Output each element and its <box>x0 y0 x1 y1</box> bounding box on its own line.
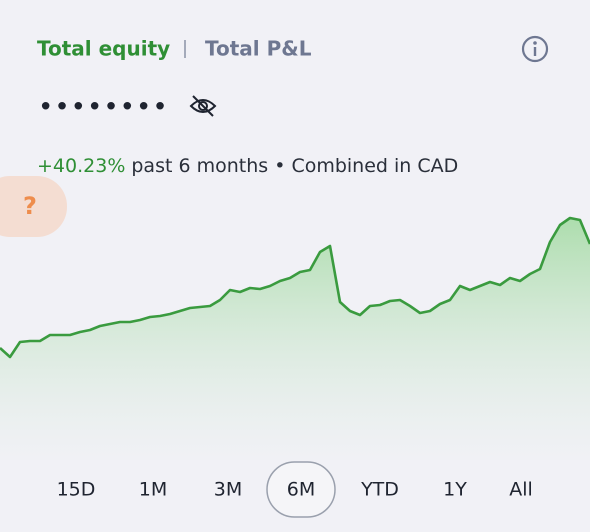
performance: +40.23% past 6 months • Combined in CAD <box>37 155 458 177</box>
range-button[interactable]: All <box>509 479 533 501</box>
help-label: ? <box>23 192 37 220</box>
range-button[interactable]: 3M <box>214 479 242 501</box>
range-button[interactable]: 1Y <box>443 479 467 501</box>
info-icon[interactable] <box>521 35 549 63</box>
range-button[interactable]: 6M <box>287 479 315 501</box>
chart <box>0 216 590 460</box>
masked-balance: •••••••• <box>38 93 169 123</box>
hide-toggle-icon[interactable] <box>189 95 217 117</box>
range-selector: 15D 1M 3M 6M YTD 1Y All <box>57 461 533 518</box>
tab[interactable]: Total equity <box>37 37 170 61</box>
range-button[interactable]: YTD <box>360 479 399 501</box>
range-button[interactable]: 1M <box>139 479 167 501</box>
help-button[interactable]: ? <box>0 176 67 237</box>
range-button[interactable]: 15D <box>57 479 96 501</box>
selected-range-outline <box>266 461 336 518</box>
line <box>0 216 590 359</box>
performance-text: past 6 months • Combined in CAD <box>131 155 458 177</box>
performance-change: +40.23% <box>37 155 125 177</box>
area-fill <box>0 218 590 460</box>
tab[interactable]: Total P&L <box>205 37 312 61</box>
